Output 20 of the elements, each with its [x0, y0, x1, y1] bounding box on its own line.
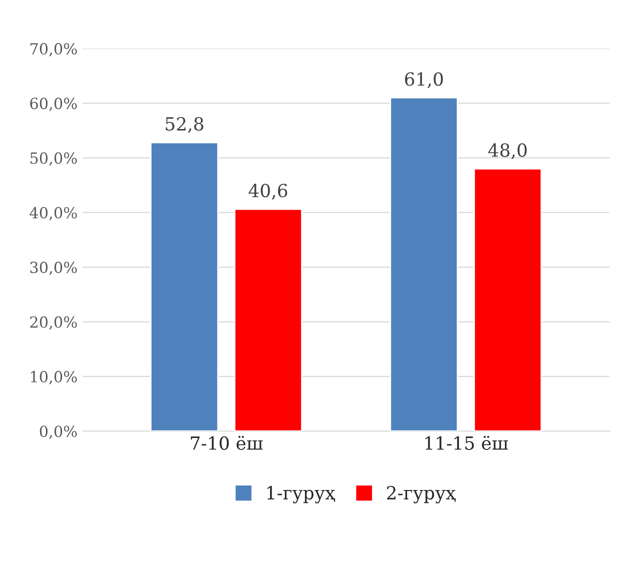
y-tick-label: 30,0%: [30, 262, 77, 276]
y-tick-label: 60,0%: [30, 98, 77, 112]
y-tick-label: 20,0%: [30, 316, 77, 330]
y-tick-label: 10,0%: [31, 370, 77, 384]
y-tick-label: 50,0%: [30, 152, 77, 166]
data-label: 52,8: [166, 117, 204, 133]
data-label: 40,6: [248, 184, 288, 200]
legend-label: 1-гуруҳ: [267, 486, 336, 504]
legend-label: 2-гуруҳ: [387, 486, 456, 504]
y-tick-label: 70,0%: [30, 43, 77, 56]
bar: [150, 142, 219, 432]
y-tick-label: 0,0%: [40, 426, 77, 439]
bar: [474, 168, 542, 432]
bar: [234, 208, 302, 432]
bar: [390, 97, 458, 432]
y-tick-label: 40,0%: [30, 206, 77, 220]
x-tick-label: 11-15 ёш: [425, 436, 508, 450]
data-label: 61,0: [405, 72, 443, 88]
x-tick-label: 7-10 ёш: [190, 436, 263, 450]
data-label: 48,0: [488, 143, 527, 160]
